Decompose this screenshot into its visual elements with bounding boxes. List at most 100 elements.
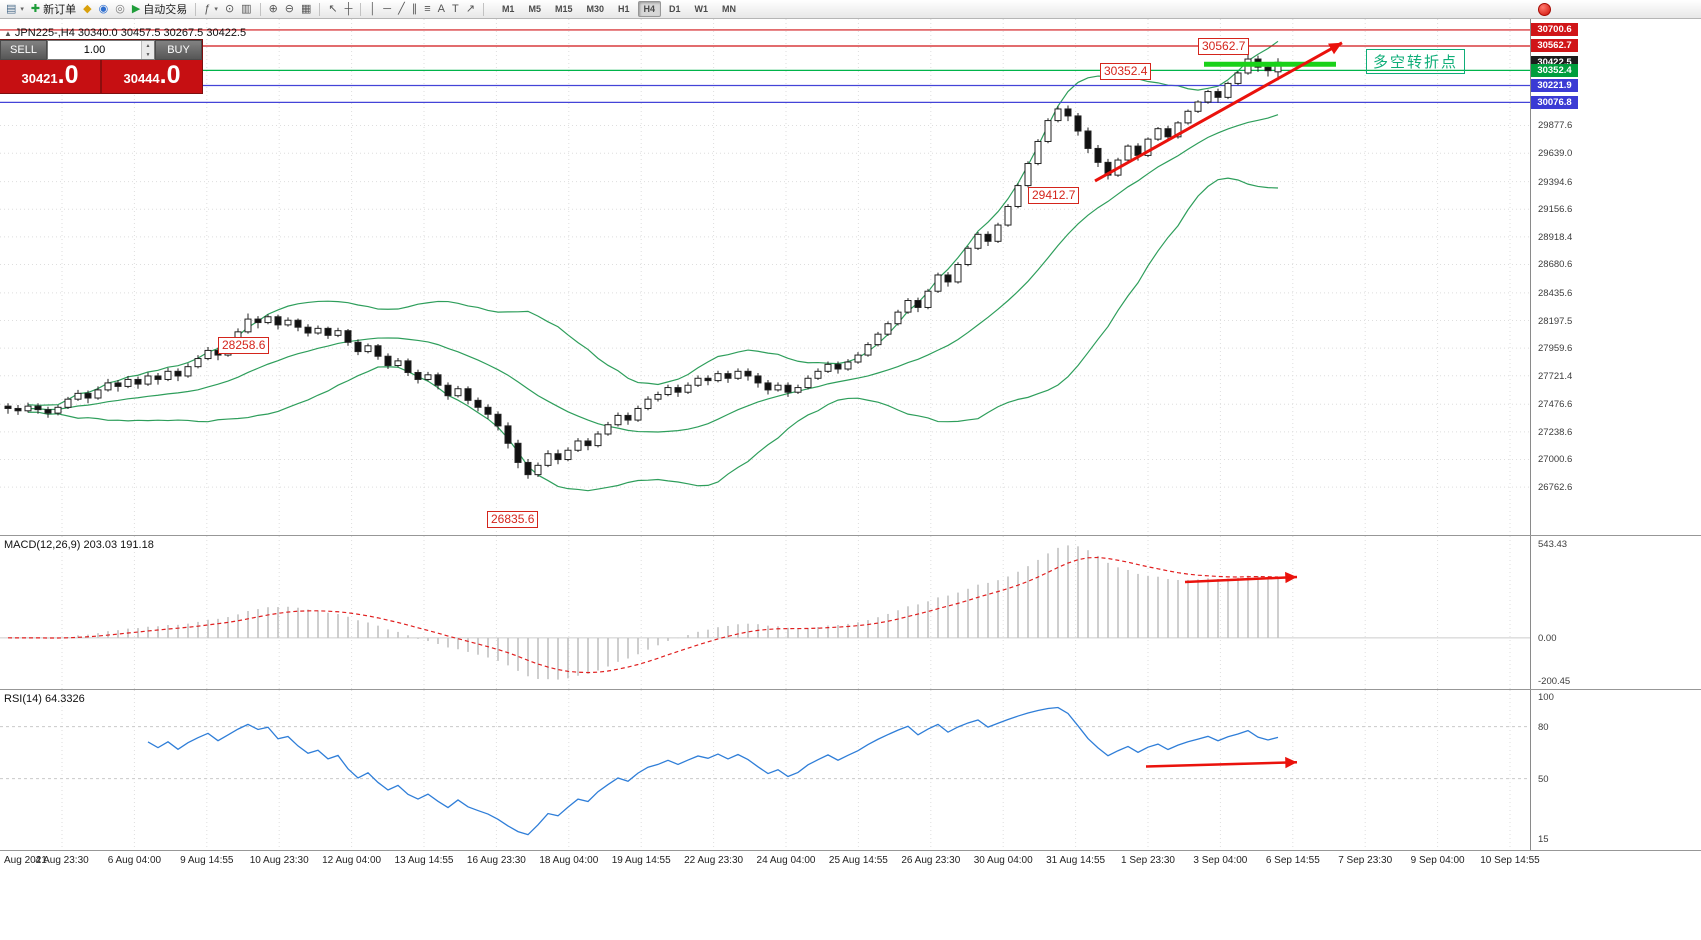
candle-body	[1224, 82, 1232, 98]
notification-icon[interactable]	[1538, 3, 1551, 16]
time-axis-label: Aug 2021	[4, 855, 47, 866]
rsi-axis-label: 50	[1538, 773, 1549, 785]
trendline-button[interactable]: ╱	[395, 1, 408, 17]
timeframe-m30-button[interactable]: M30	[586, 4, 604, 14]
zoom-out-button[interactable]: ⊖	[282, 1, 297, 17]
periods-button[interactable]: ⊙	[222, 1, 237, 17]
trend-arrow-object[interactable]	[1094, 41, 1343, 183]
data-window-button[interactable]: ◎	[112, 1, 128, 17]
price-axis-label: 29156.6	[1538, 204, 1573, 216]
toolbar-separator	[319, 2, 321, 16]
timeframe-m1-button[interactable]: M1	[501, 4, 515, 14]
candle-body	[94, 389, 102, 399]
candle-body	[204, 349, 212, 360]
macd-axis-label: 0.00	[1538, 632, 1557, 644]
crosshair-button[interactable]: ┼	[342, 1, 356, 17]
arrows-tool-button[interactable]: ↗	[463, 1, 478, 17]
toolbar-separator	[482, 2, 484, 16]
trend-arrow-head[interactable]	[1285, 571, 1297, 584]
price-annotation-label[interactable]: 30562.7	[1198, 38, 1250, 55]
templates-button[interactable]: ▥	[238, 1, 254, 17]
symbol-icon: ▲	[4, 29, 12, 38]
candle-body	[184, 366, 192, 377]
buy-price-frac: .0	[159, 61, 181, 89]
new-order-button[interactable]: ✚ 新订单	[28, 1, 79, 17]
candle-body	[294, 319, 302, 328]
buy-button[interactable]: BUY	[155, 40, 202, 60]
volume-input[interactable]	[48, 41, 141, 59]
sell-button[interactable]: SELL	[0, 40, 47, 60]
buy-price[interactable]: 30444.0	[102, 60, 202, 93]
candle-body	[24, 405, 32, 412]
time-axis-label: 19 Aug 14:55	[611, 855, 671, 866]
vertical-line-button[interactable]: │	[366, 1, 379, 17]
trend-arrow-object[interactable]	[1184, 575, 1298, 584]
autotrade-button[interactable]: ▶ 自动交易	[129, 1, 190, 17]
timeframe-m5-button[interactable]: M5	[528, 4, 541, 14]
volume-field: ▲ ▼	[47, 40, 155, 60]
price-annotation-label[interactable]: 26835.6	[487, 511, 539, 528]
price-annotation-label[interactable]: 30352.4	[1100, 63, 1152, 80]
indicators-button[interactable]: ƒ ▾	[201, 1, 221, 17]
candle-body	[314, 327, 322, 334]
candle-body	[934, 274, 942, 292]
candle-body	[624, 414, 632, 421]
candle-body	[444, 384, 452, 397]
label-icon: T	[451, 2, 459, 15]
crosshair-icon: ┼	[344, 2, 353, 15]
trade-panel-controls: SELL ▲ ▼ BUY	[0, 40, 202, 60]
toolbar-separator	[360, 2, 362, 16]
price-annotation-label[interactable]: 28258.6	[218, 337, 270, 354]
channel-button[interactable]: ∥	[409, 1, 421, 17]
charts-menu-button[interactable]: ▤ ▾	[3, 1, 27, 17]
price-annotation-label[interactable]: 29412.7	[1028, 187, 1080, 204]
trend-arrow-head[interactable]	[1285, 756, 1297, 769]
candle-body	[544, 453, 552, 466]
timeframe-h4-button[interactable]: H4	[637, 1, 662, 17]
trend-arrow-object[interactable]	[1145, 760, 1298, 768]
candle-body	[34, 405, 42, 411]
label-button[interactable]: T	[449, 1, 462, 17]
candle-body	[704, 377, 712, 382]
sell-price[interactable]: 30421.0	[0, 60, 100, 93]
volume-down-icon[interactable]: ▼	[142, 50, 154, 59]
profiles-button[interactable]: ◆	[80, 1, 94, 17]
market-watch-button[interactable]: ◉	[96, 1, 112, 17]
toolbar: ▤ ▾ ✚ 新订单 ◆ ◉ ◎ ▶ 自动交易 ƒ ▾ ⊙ ▥ ⊕ ⊖ ▦ ↖ ┼ │ ─ ╱ ∥ ≡ A T ↗ M1 M5 M15 M…	[0, 0, 1701, 19]
rsi-axis-label: 80	[1538, 721, 1549, 733]
candle-body	[584, 440, 592, 447]
candle-body	[1124, 145, 1132, 161]
macd-axis-label: 543.43	[1538, 539, 1568, 550]
time-axis-label: 25 Aug 14:55	[828, 855, 888, 866]
time-axis-label: 31 Aug 14:55	[1046, 855, 1106, 866]
candle-body	[644, 398, 652, 409]
candle-body	[44, 409, 52, 414]
trend-arrow-head[interactable]	[1328, 42, 1342, 55]
timeframe-m15-button[interactable]: M15	[554, 4, 573, 14]
horizontal-line-button[interactable]: ─	[380, 1, 394, 17]
volume-up-icon[interactable]: ▲	[142, 41, 154, 50]
candle-body	[1234, 72, 1242, 84]
candle-body	[994, 224, 1002, 242]
timeframe-mn-button[interactable]: MN	[722, 4, 737, 14]
fibonacci-button[interactable]: ≡	[421, 1, 433, 17]
timeframe-d1-button[interactable]: D1	[669, 4, 681, 14]
timeframe-w1-button[interactable]: W1	[694, 4, 709, 14]
price-axis-label: 28680.6	[1538, 259, 1573, 271]
buy-price-main: 30444	[123, 71, 160, 86]
zoom-in-button[interactable]: ⊕	[266, 1, 281, 17]
time-axis-label: 10 Aug 23:30	[249, 855, 309, 866]
tile-windows-button[interactable]: ▦	[298, 1, 314, 17]
timeframe-h1-button[interactable]: H1	[618, 4, 630, 14]
one-click-trade-panel: SELL ▲ ▼ BUY 30421.0 30444.0	[0, 40, 202, 93]
zoom-out-icon: ⊖	[284, 2, 294, 15]
candle-body	[1024, 163, 1032, 187]
candle-body	[834, 363, 842, 370]
candle-body	[244, 318, 252, 333]
macd-axis: 543.43 0.00 -200.45	[1530, 536, 1701, 689]
text-button[interactable]: A	[435, 1, 448, 17]
cursor-button[interactable]: ↖	[325, 1, 340, 17]
note-annotation[interactable]: 多空转折点	[1366, 49, 1466, 74]
templates-icon: ▥	[241, 2, 252, 15]
